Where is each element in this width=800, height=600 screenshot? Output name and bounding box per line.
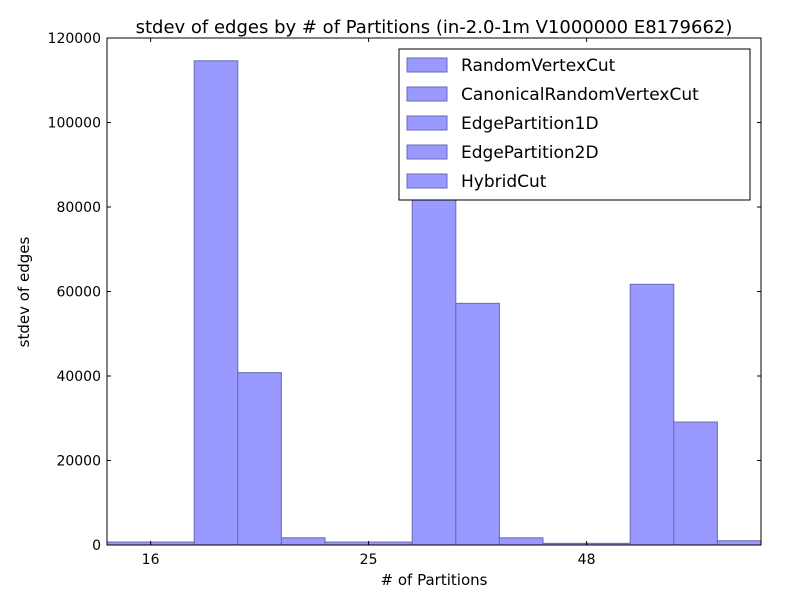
legend-swatch <box>406 86 448 102</box>
legend-label: HybridCut <box>461 172 547 192</box>
x-tick-label: 48 <box>578 552 596 568</box>
chart-title: stdev of edges by # of Partitions (in-2.… <box>136 17 733 38</box>
y-tick-label: 60000 <box>56 285 101 301</box>
bar-EdgePartition1D-16 <box>193 60 239 546</box>
plot-frame <box>106 37 762 546</box>
legend-label: CanonicalRandomVertexCut <box>461 85 699 105</box>
legend-label: EdgePartition2D <box>461 143 599 163</box>
bar-HybridCut-16 <box>280 537 326 546</box>
legend-swatch <box>406 144 448 160</box>
legend-swatch <box>406 173 448 189</box>
y-axis-label: stdev of edges <box>15 237 33 348</box>
x-axis-label: # of Partitions <box>381 571 488 589</box>
ticks-group: 0 20000 40000 60000 80000 100000 120000 16 25 48 <box>48 31 761 568</box>
legend-label: RandomVertexCut <box>461 56 616 76</box>
bars-group <box>106 60 762 546</box>
legend: RandomVertexCut CanonicalRandomVertexCut E… <box>398 48 751 201</box>
legend-swatch <box>406 115 448 131</box>
legend-swatch <box>406 57 448 73</box>
bar-EdgePartition1D-48 <box>629 283 675 546</box>
y-tick-label: 40000 <box>56 369 101 385</box>
bar-HybridCut-48 <box>716 540 762 546</box>
bar-EdgePartition2D-16 <box>237 372 282 546</box>
bar-EdgePartition2D-48 <box>673 421 718 546</box>
y-tick-label: 100000 <box>48 116 101 132</box>
y-tick-label: 20000 <box>56 454 101 470</box>
y-tick-label: 80000 <box>56 200 101 216</box>
y-tick-label: 0 <box>92 538 101 554</box>
y-tick-label: 120000 <box>48 31 101 47</box>
bar-EdgePartition2D-25 <box>455 302 500 546</box>
bar-EdgePartition1D-25 <box>411 193 457 546</box>
x-tick-label: 16 <box>142 552 160 568</box>
x-tick-label: 25 <box>360 552 378 568</box>
legend-box <box>398 48 751 201</box>
bar-HybridCut-25 <box>498 537 544 546</box>
legend-label: EdgePartition1D <box>461 114 599 134</box>
